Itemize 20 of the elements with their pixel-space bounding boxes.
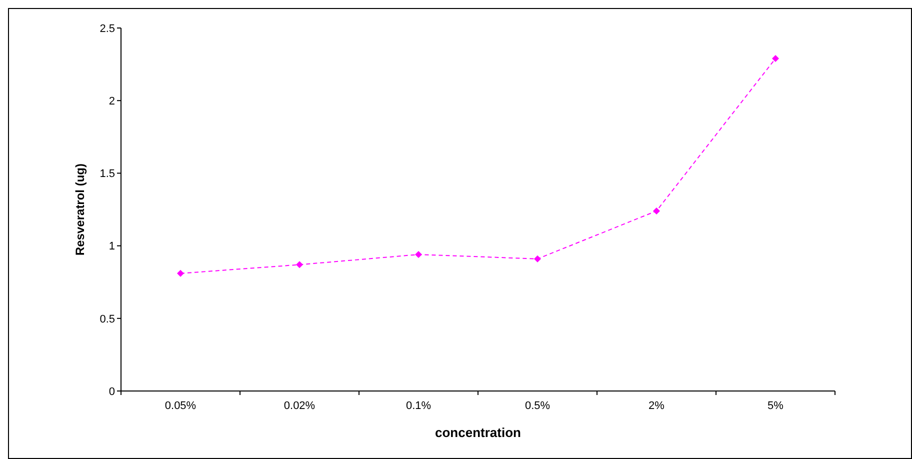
x-tick-label: 0.1%: [406, 400, 432, 412]
point: [772, 54, 779, 62]
x-tick-label: 5%: [768, 400, 784, 412]
x-axis-title: concentration: [435, 425, 522, 440]
point: [177, 270, 184, 277]
y-tick-label: 0: [108, 386, 115, 398]
y-axis-title: Resveratrol (ug): [73, 163, 87, 256]
point: [296, 261, 303, 268]
x-tick-label: 0.5%: [524, 400, 550, 412]
y-tick-label: 0.5: [100, 313, 115, 326]
x-tick-label: 0.05%: [164, 400, 196, 412]
point: [653, 207, 660, 214]
point: [415, 251, 422, 258]
y-tick-label: 1.5: [100, 168, 115, 180]
point: [534, 255, 541, 262]
x-tick-label: 0.02%: [284, 400, 316, 412]
y-tick-label: 2.5: [100, 22, 115, 35]
y-tick-label: 2: [108, 95, 115, 108]
y-tick-label: 1: [108, 240, 115, 253]
x-tick-label: 2%: [648, 400, 665, 412]
